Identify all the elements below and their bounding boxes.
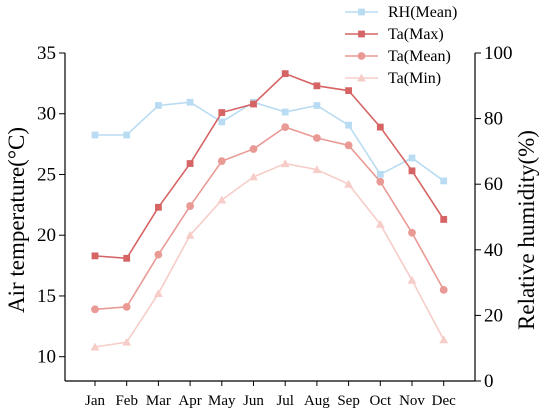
data-point (155, 102, 162, 109)
data-point (186, 98, 194, 106)
right-tick-label: 80 (484, 109, 503, 130)
data-point (408, 228, 416, 237)
x-tick-label: Jul (276, 393, 294, 409)
left-axis-title: Air temperature(°C) (4, 127, 29, 313)
left-tick-label: 10 (37, 347, 56, 368)
left-tick-label: 35 (37, 43, 56, 64)
data-point (90, 342, 100, 351)
data-point (408, 154, 416, 162)
data-point (345, 121, 352, 129)
data-point (280, 159, 290, 168)
right-tick-label: 60 (484, 174, 503, 195)
data-point (439, 335, 449, 344)
x-tick-label: Dec (432, 393, 456, 409)
left-tick-label: 25 (37, 164, 56, 185)
data-point (344, 179, 353, 188)
data-point (186, 202, 195, 210)
series-ta-min (90, 159, 449, 351)
data-point (154, 289, 163, 298)
data-point (249, 145, 258, 153)
data-point (281, 108, 289, 116)
x-tick-label: Oct (369, 393, 391, 409)
data-point (122, 337, 132, 346)
data-point (281, 123, 290, 132)
legend-item: RH(Mean) (345, 4, 457, 21)
data-point (439, 285, 448, 294)
data-point (440, 177, 448, 185)
data-point (440, 216, 448, 223)
series-line (94, 72, 445, 260)
data-point (312, 165, 322, 174)
data-point (154, 250, 163, 259)
right-tick-label: 20 (484, 305, 503, 326)
data-point (218, 118, 226, 126)
data-point (122, 302, 131, 311)
data-point (345, 87, 352, 95)
data-point (376, 170, 384, 178)
data-point (375, 219, 385, 228)
legend-item: Ta(Max) (345, 26, 444, 43)
data-point (313, 134, 321, 142)
x-tick-label: Aug (304, 393, 330, 409)
data-point (249, 172, 258, 181)
x-tick-label: Jun (243, 393, 264, 409)
legend-label: RH(Mean) (388, 4, 457, 21)
right-tick-label: 40 (484, 240, 503, 261)
x-tick-label: Feb (115, 393, 138, 409)
series-rh-mean (91, 98, 448, 185)
data-point (408, 167, 416, 175)
right-tick-label: 0 (484, 371, 494, 392)
legend-marker (358, 30, 365, 38)
data-point (123, 254, 131, 262)
data-point (185, 230, 195, 239)
x-tick-label: Apr (178, 393, 201, 409)
data-point (217, 157, 226, 166)
data-point (344, 141, 353, 150)
data-point (281, 70, 289, 78)
legend-marker (357, 52, 366, 60)
right-axis-title: Relative humidity(%) (514, 130, 539, 330)
x-tick-label: Mar (146, 393, 171, 409)
x-tick-label: May (208, 393, 236, 409)
data-point (376, 123, 384, 131)
data-point (376, 177, 385, 186)
data-point (123, 131, 131, 139)
series-line (95, 101, 445, 182)
x-tick-label: Nov (399, 393, 425, 409)
data-point (91, 131, 99, 139)
data-point (91, 252, 99, 260)
legend-label: Ta(Min) (388, 70, 441, 87)
legend-label: Ta(Mean) (388, 48, 451, 65)
data-point (217, 195, 227, 204)
legend-item: Ta(Min) (345, 70, 441, 87)
data-point (186, 160, 194, 167)
data-point (407, 275, 417, 284)
series-ta-mean (91, 123, 448, 314)
data-point (313, 82, 321, 90)
left-tick-label: 30 (37, 104, 56, 125)
data-point (218, 109, 226, 116)
legend-marker (357, 73, 366, 82)
legend-marker (358, 8, 365, 16)
data-point (155, 203, 162, 211)
series-ta-max (91, 70, 448, 262)
series-line (94, 126, 445, 311)
x-tick-label: Jan (85, 393, 105, 409)
series-line (94, 162, 445, 348)
legend-label: Ta(Max) (388, 26, 444, 43)
data-point (91, 305, 99, 314)
legend-item: Ta(Mean) (345, 48, 451, 65)
axes: 10 15 20 25 30 35 0 20 40 60 80 100 Jan Feb Mar Apr May J… (37, 43, 513, 409)
legend: RH(Mean) Ta(Max) Ta(Mean) Ta(Min) (345, 4, 457, 87)
data-point (250, 100, 257, 108)
x-tick-label: Sep (337, 393, 360, 409)
left-tick-label: 15 (37, 286, 56, 307)
left-tick-label: 20 (37, 225, 56, 246)
data-point (313, 102, 321, 109)
series-layer (90, 70, 449, 351)
right-tick-label: 100 (484, 43, 513, 64)
